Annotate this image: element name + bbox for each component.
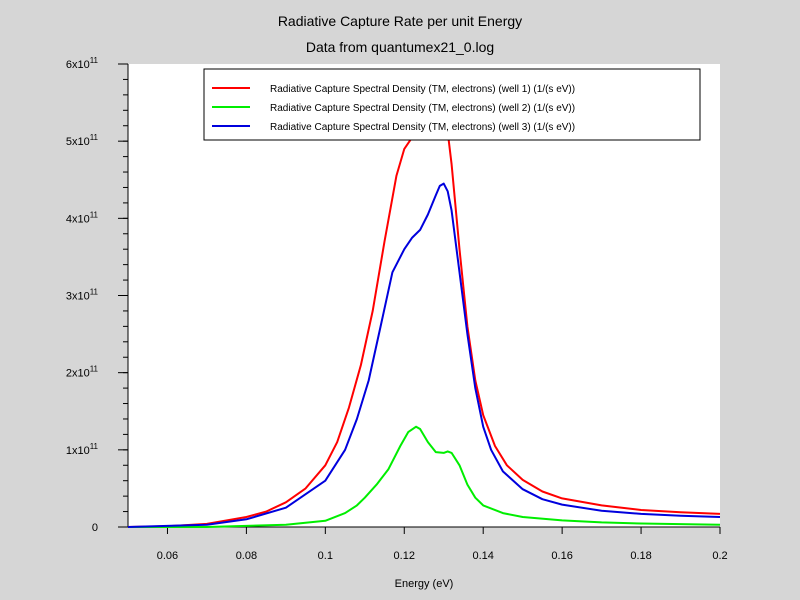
y-axis-ticks: 0 1x1011 2x1011 3x1011 4x1011 5x1011 6x1011 (66, 56, 128, 534)
x-tick-label: 0.18 (630, 550, 651, 562)
legend-label-well-3: Radiative Capture Spectral Density (TM, … (270, 122, 575, 133)
series-line-well-2 (128, 425, 721, 528)
plot-area (128, 64, 720, 527)
x-tick-label: 0.2 (712, 550, 727, 562)
y-tick-label: 2x1011 (66, 365, 99, 380)
y-tick-label: 1x1011 (66, 442, 99, 457)
y-tick-label: 5x1011 (66, 133, 99, 148)
x-tick-label: 0.06 (157, 550, 178, 562)
y-tick-label: 0 (92, 522, 98, 534)
x-tick-label: 0.08 (236, 550, 257, 562)
x-tick-label: 0.1 (318, 550, 333, 562)
legend-label-well-1: Radiative Capture Spectral Density (TM, … (270, 84, 575, 95)
series-line-well-3 (127, 182, 721, 528)
x-tick-label: 0.14 (472, 550, 493, 562)
y-tick-label: 3x1011 (66, 288, 99, 303)
chart-title: Radiative Capture Rate per unit Energy (277, 13, 523, 29)
chart-subtitle: Data from quantumex21_0.log (305, 39, 495, 55)
y-tick-label: 4x1011 (66, 210, 99, 225)
x-axis-ticks: 0.06 0.08 0.1 0.12 0.14 0.16 0.18 0.2 (157, 527, 728, 562)
legend-label-well-2: Radiative Capture Spectral Density (TM, … (270, 103, 575, 114)
y-tick-label: 6x1011 (66, 56, 99, 71)
x-axis-label: Energy (eV) (395, 578, 454, 590)
x-tick-label: 0.12 (394, 550, 415, 562)
x-tick-label: 0.16 (551, 550, 572, 562)
legend-box (203, 68, 701, 141)
legend: Radiative Capture Spectral Density (TM, … (203, 68, 701, 141)
